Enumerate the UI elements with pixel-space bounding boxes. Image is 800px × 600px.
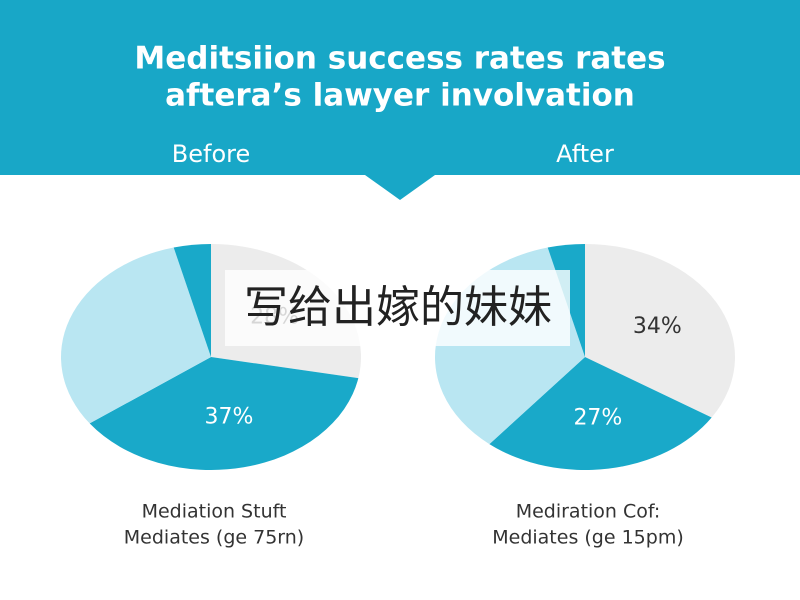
overlay-box [225,270,570,346]
slice-label: 37% [205,405,254,430]
pie-slice [173,244,211,357]
header-band [0,0,800,175]
pie-caption: Mediation Stuft [142,501,287,523]
pie-slice [89,357,359,470]
pie-caption: Mediates (ge 15pm) [492,527,684,549]
pie-heading: Before [172,140,250,168]
title-line: aftera’s lawyer involvation [165,78,635,114]
pie-caption: Mediration Cof: [516,501,661,523]
pie-slice [61,247,211,424]
slice-label: 34% [633,314,682,339]
pie-slice [489,357,712,471]
pie-slice [585,244,735,418]
pie-caption: Mediates (ge 75rn) [124,527,304,549]
overlay-text: 写给出嫁的妹妹 [244,282,552,333]
header-pointer [365,175,435,200]
pie-heading: After [556,140,614,168]
title-line: Meditsiion success rates rates [134,41,665,77]
slice-label: 27% [573,405,622,430]
